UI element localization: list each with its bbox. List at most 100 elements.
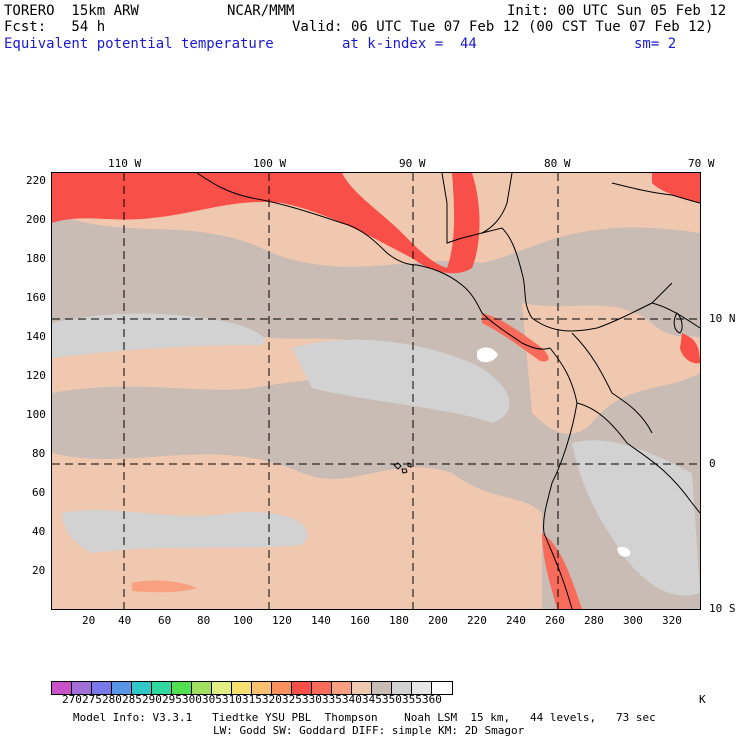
field-white-spot-1: [477, 347, 498, 363]
field-warm-nw: [52, 173, 480, 274]
colorbar-swatch: [292, 682, 312, 694]
lat-label-10s: 10 S: [709, 602, 736, 615]
field-name: Equivalent potential temperature: [4, 36, 274, 52]
colorbar-swatch: [72, 682, 92, 694]
theta-e-field: [52, 173, 700, 609]
x-tick: 200: [428, 614, 448, 627]
x-tick: 320: [662, 614, 682, 627]
colorbar-swatch: [252, 682, 272, 694]
coast-yucatan: [481, 173, 513, 234]
y-tick: 80: [32, 447, 46, 460]
field-gray-central: [292, 339, 510, 423]
y-tick: 100: [26, 408, 46, 421]
colorbar-label: 290: [142, 693, 162, 706]
colorbar-label: 330: [302, 693, 322, 706]
coast-south-america-west: [543, 347, 578, 609]
colorbar-label: 325: [282, 693, 302, 706]
y-tick: 120: [26, 369, 46, 382]
colorbar-label: 320: [262, 693, 282, 706]
center-title: NCAR/MMM: [227, 3, 295, 19]
lat-label-0: 0: [709, 457, 716, 470]
colorbar-swatch: [132, 682, 152, 694]
y-tick: 180: [26, 252, 46, 265]
y-tick: 220: [26, 174, 46, 187]
border-andes: [576, 402, 700, 514]
x-tick: 280: [584, 614, 604, 627]
x-tick: 60: [158, 614, 172, 627]
colorbar-label: 345: [362, 693, 382, 706]
lon-label-100w: 100 W: [253, 157, 287, 170]
field-light-sw-coast: [132, 580, 197, 593]
x-tick: 20: [82, 614, 96, 627]
y-tick: 160: [26, 291, 46, 304]
colorbar-label: 280: [102, 693, 122, 706]
colorbar-swatch: [432, 682, 452, 694]
y-tick: 60: [32, 486, 46, 499]
galapagos: [393, 462, 412, 474]
colorbar-swatch: [232, 682, 252, 694]
colorbar-label: 355: [402, 693, 422, 706]
init-time: Init: 00 UTC Sun 05 Feb 12: [507, 3, 727, 19]
field-band-east: [522, 303, 700, 434]
y-tick: 200: [26, 213, 46, 226]
y-tick: 40: [32, 525, 46, 538]
colorbar-label: 270: [62, 693, 82, 706]
graticule: [52, 173, 700, 609]
colorbar-swatch: [192, 682, 212, 694]
coast-south-america-north: [651, 302, 700, 329]
lon-label-90w: 90 W: [399, 157, 426, 170]
y-tick: 20: [32, 564, 46, 577]
colorbar-swatch: [272, 682, 292, 694]
smoothing-label: sm= 2: [634, 36, 677, 52]
field-gray-sw: [62, 510, 308, 553]
colorbar: [51, 681, 453, 695]
colorbar-swatch: [352, 682, 372, 694]
field-gray-east: [572, 440, 700, 596]
colorbar-unit: K: [699, 693, 706, 706]
colorbar-swatch: [372, 682, 392, 694]
colorbar-label: 285: [122, 693, 142, 706]
coast-central-america: [416, 264, 551, 350]
x-tick: 220: [467, 614, 487, 627]
colorbar-swatch: [92, 682, 112, 694]
colorbar-swatch: [392, 682, 412, 694]
colorbar-swatch: [112, 682, 132, 694]
lon-label-70w: 70 W: [688, 157, 715, 170]
colorbar-swatch: [332, 682, 352, 694]
coast-cuba: [611, 182, 700, 204]
coast-lake: [673, 312, 683, 334]
field-warm-ne: [652, 173, 700, 203]
lon-label-110w: 110 W: [108, 157, 142, 170]
x-tick: 160: [350, 614, 370, 627]
x-tick: 180: [389, 614, 409, 627]
lat-label-10n: 10 N: [709, 312, 736, 325]
map-panel: [51, 172, 701, 610]
x-tick: 80: [197, 614, 211, 627]
colorbar-label: 275: [82, 693, 102, 706]
colorbar-label: 310: [222, 693, 242, 706]
border-colombia: [571, 332, 653, 434]
field-warm-coast-ca: [482, 313, 549, 362]
colorbar-label: 315: [242, 693, 262, 706]
colorbar-swatch: [152, 682, 172, 694]
x-tick: 240: [506, 614, 526, 627]
colorbar-label: 305: [202, 693, 222, 706]
y-tick: 140: [26, 330, 46, 343]
colorbar-swatch: [312, 682, 332, 694]
colorbar-label: 295: [162, 693, 182, 706]
colorbar-swatch: [52, 682, 72, 694]
coast-caribbean: [441, 173, 673, 332]
coast-mexico: [196, 173, 418, 266]
colorbar-label: 350: [382, 693, 402, 706]
valid-time: Valid: 06 UTC Tue 07 Feb 12 (00 CST Tue …: [292, 19, 714, 35]
field-gray-west: [52, 313, 265, 358]
colorbar-label: 335: [322, 693, 342, 706]
field-white-spot-2: [617, 546, 631, 557]
model-info: Model Info: V3.3.1 Tiedtke YSU PBL Thomp…: [73, 711, 656, 724]
x-tick: 140: [311, 614, 331, 627]
lon-label-80w: 80 W: [544, 157, 571, 170]
model-title: TORERO 15km ARW: [4, 3, 139, 19]
x-tick: 300: [623, 614, 643, 627]
x-tick: 120: [272, 614, 292, 627]
colorbar-swatch: [212, 682, 232, 694]
